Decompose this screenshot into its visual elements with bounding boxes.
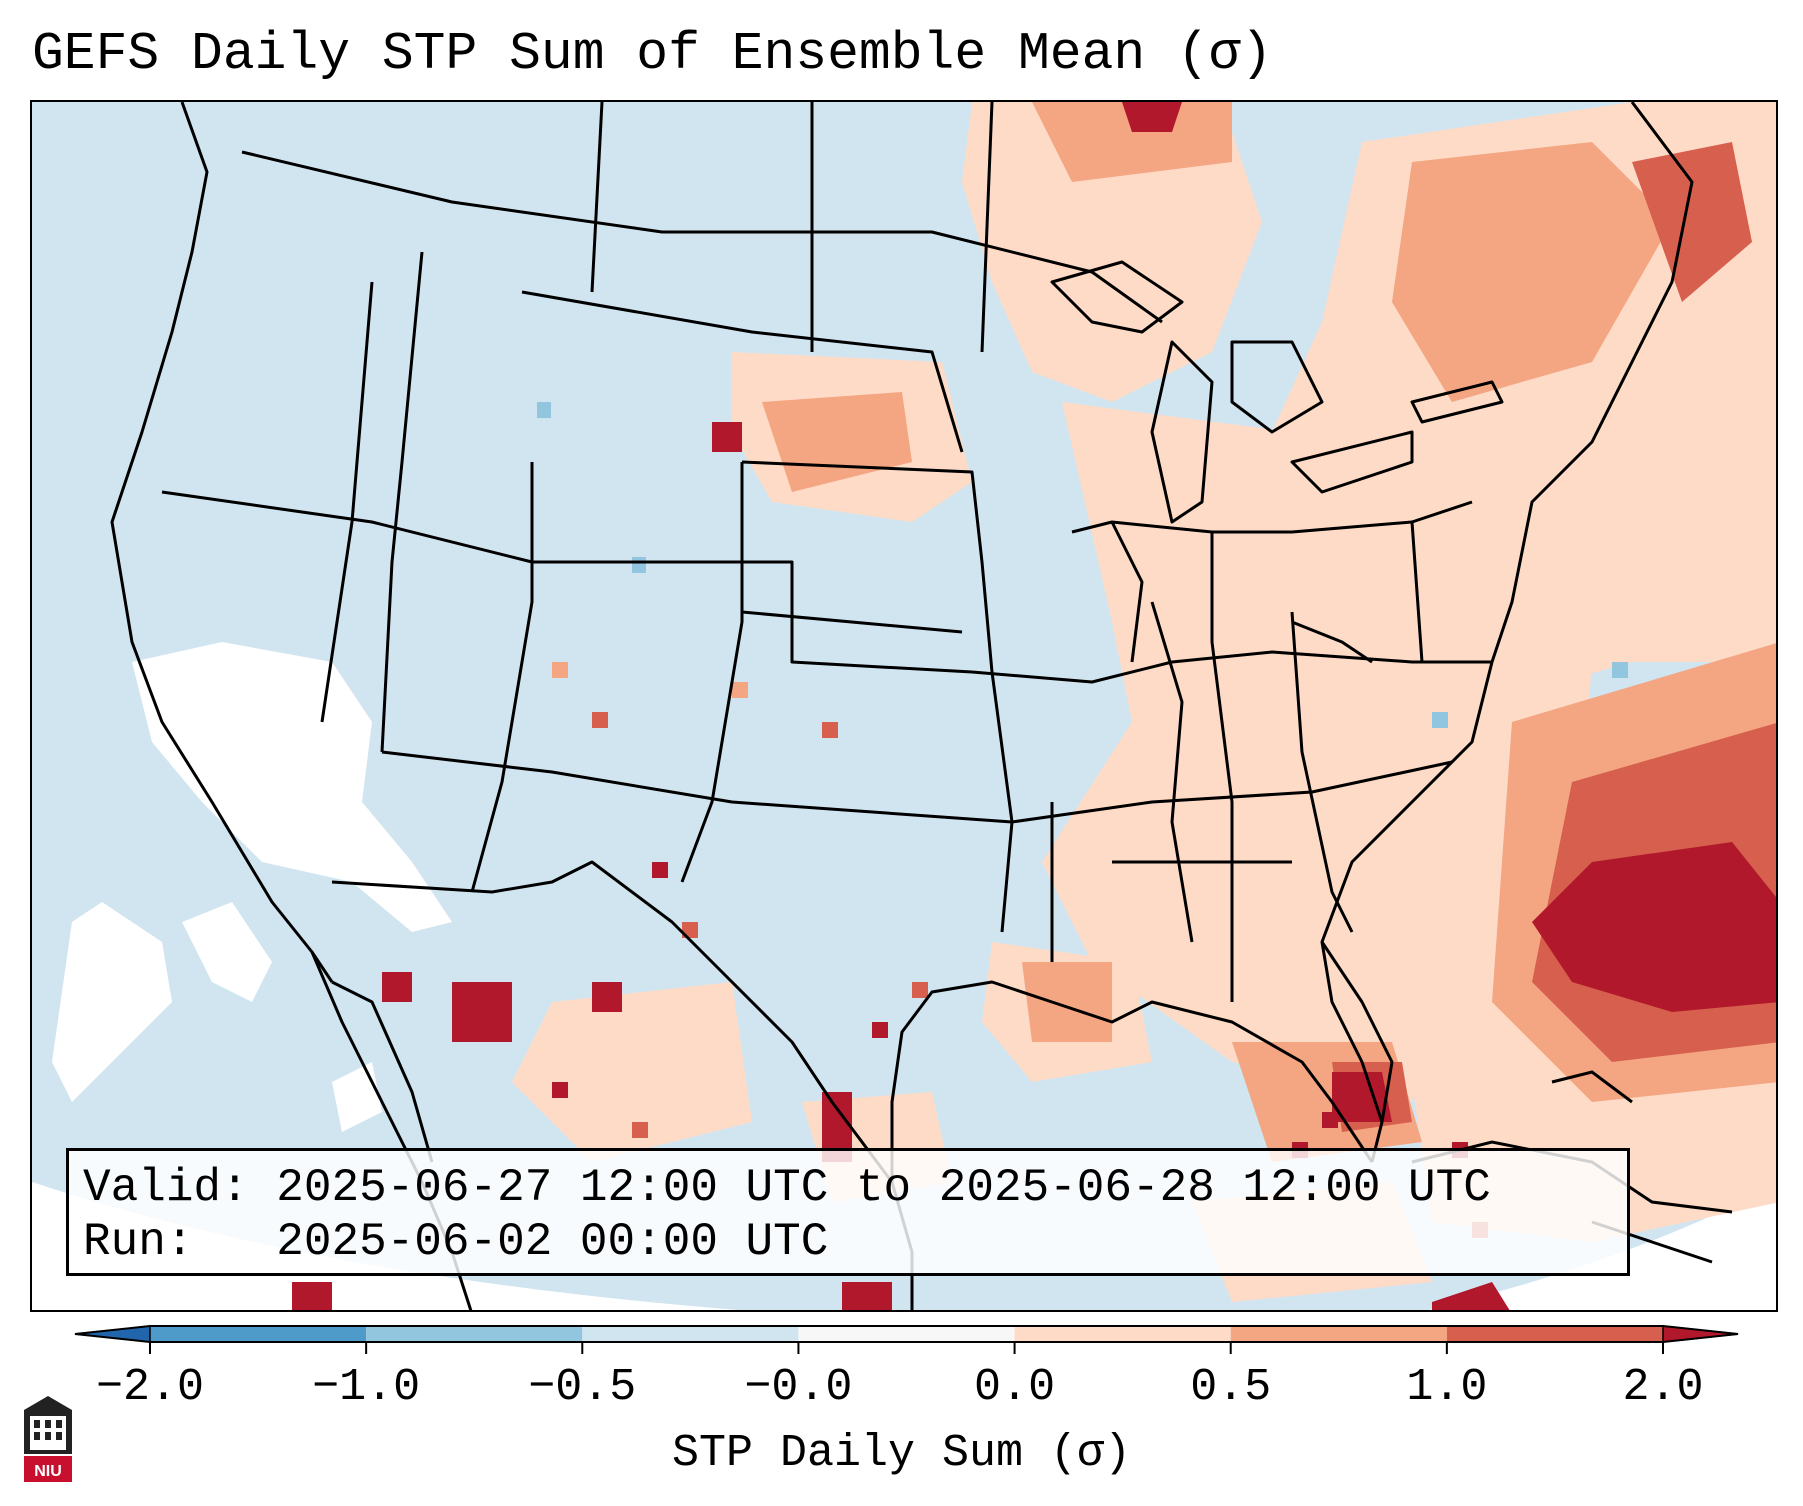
colorbar-label: STP Daily Sum (σ) — [671, 1428, 1132, 1479]
colorbar-tick-label: −0.0 — [744, 1362, 853, 1413]
colorbar-bin — [366, 1326, 583, 1342]
colorbar-bin — [1446, 1326, 1663, 1342]
colorbar-overshoot — [1662, 1325, 1739, 1343]
colorbar — [74, 1325, 1739, 1354]
run-line: Run: 2025-06-02 00:00 UTC — [83, 1215, 828, 1269]
colorbar-bin — [1014, 1326, 1231, 1342]
stp-map[interactable] — [32, 102, 1778, 1312]
colorbar-tick-label: 1.0 — [1406, 1362, 1488, 1413]
colorbar-tick-label: −1.0 — [312, 1362, 421, 1413]
colorbar-tick-label: 2.0 — [1622, 1362, 1704, 1413]
valid-value: 2025-06-27 12:00 UTC to 2025-06-28 12:00… — [276, 1162, 1491, 1214]
valid-time-info-box: Valid: 2025-06-27 12:00 UTC to 2025-06-2… — [66, 1148, 1630, 1276]
positive-extreme-regions — [292, 102, 1776, 1310]
colorbar-bin — [798, 1326, 1015, 1342]
neutral-field-patches — [52, 642, 452, 1132]
chart-title: GEFS Daily STP Sum of Ensemble Mean (σ) — [32, 24, 1273, 84]
colorbar-tick-label: 0.5 — [1190, 1362, 1272, 1413]
outside-domain-southwest — [32, 1182, 739, 1310]
colorbar-bin — [1230, 1326, 1447, 1342]
valid-line: Valid: 2025-06-27 12:00 UTC to 2025-06-2… — [83, 1161, 1491, 1215]
colorbar-undershoot — [74, 1325, 151, 1343]
colorbar-tick-label: −0.5 — [528, 1362, 637, 1413]
colorbar-tick-label: 0.0 — [974, 1362, 1056, 1413]
niu-logo: NIU — [24, 1396, 72, 1482]
colorbar-bin — [150, 1326, 367, 1342]
colorbar-bin — [582, 1326, 799, 1342]
map-frame — [30, 100, 1778, 1312]
run-label: Run: — [83, 1216, 194, 1268]
valid-label: Valid: — [83, 1162, 249, 1214]
run-value: 2025-06-02 00:00 UTC — [276, 1216, 829, 1268]
colorbar-tick-label: −2.0 — [95, 1362, 205, 1413]
logo-text: NIU — [34, 1463, 62, 1480]
boundaries — [110, 102, 1694, 1310]
outside-domain-southeast — [1428, 1184, 1776, 1310]
